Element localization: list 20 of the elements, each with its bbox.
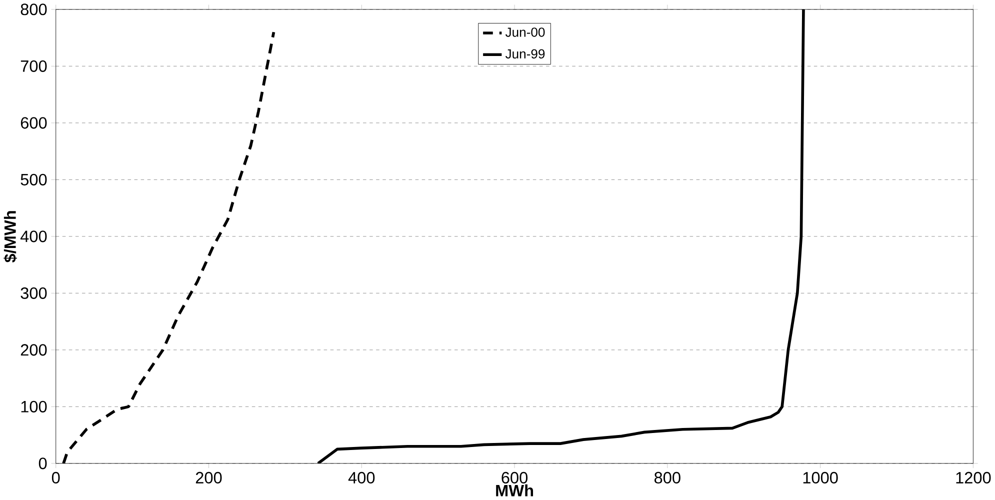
y-tick-label: 400	[20, 230, 47, 242]
y-tick-label: 100	[21, 400, 47, 412]
y-tick-label: 200	[20, 344, 47, 356]
legend-label: Jun-99	[505, 49, 545, 59]
x-tick-label: 800	[654, 472, 680, 484]
y-tick-label: 0	[38, 458, 47, 470]
x-tick-label: 1000	[803, 472, 838, 484]
x-tick-label: 1200	[956, 472, 991, 484]
x-tick-label: 200	[196, 472, 222, 484]
x-tick-label: 400	[348, 472, 375, 484]
x-tick-label: 0	[52, 472, 60, 484]
y-tick-label: 600	[20, 117, 47, 129]
y-axis-title: $/MWh	[4, 211, 17, 263]
x-axis-title: MWh	[496, 484, 534, 496]
y-tick-label: 300	[20, 287, 47, 299]
y-tick-label: 500	[20, 174, 47, 186]
y-tick-label: 800	[20, 4, 47, 16]
x-tick-label: 600	[502, 472, 528, 484]
legend-label: Jun-00	[505, 28, 545, 37]
y-tick-label: 700	[20, 60, 47, 72]
